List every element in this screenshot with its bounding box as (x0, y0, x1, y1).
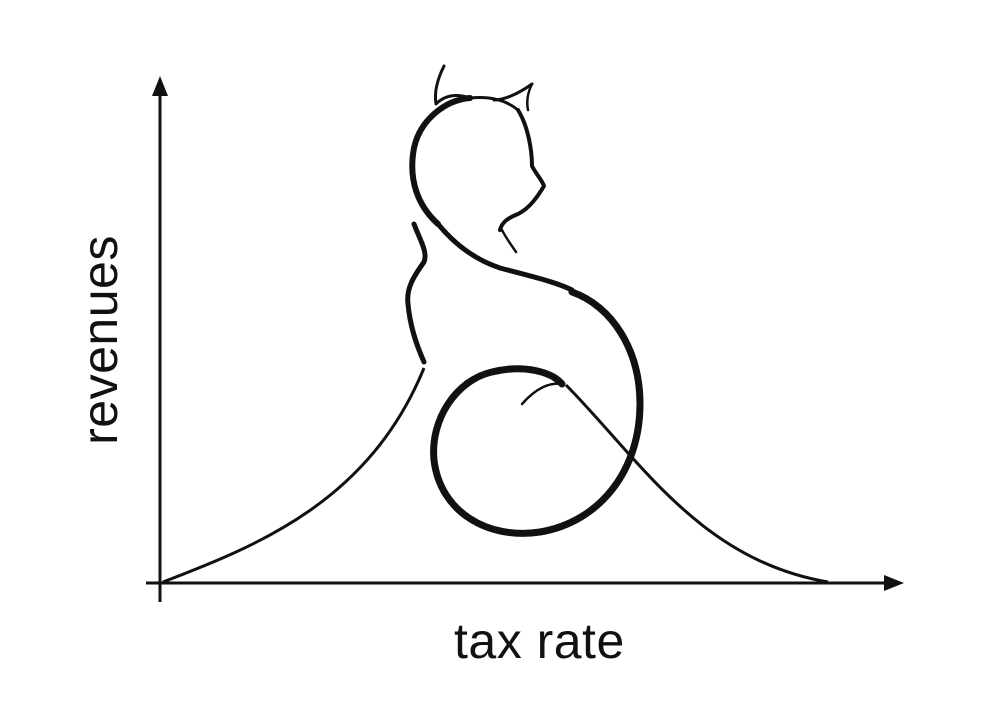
cat-back (435, 221, 575, 293)
cat-head-outline (409, 95, 473, 227)
cat-body-outer (430, 288, 644, 537)
curve-right-branch (564, 383, 829, 584)
cat-silhouette (405, 64, 644, 537)
y-axis (152, 76, 168, 602)
x-axis (146, 575, 904, 591)
cat-tail-tip (520, 382, 564, 406)
cat-face-profile (498, 108, 546, 232)
cat-right-ear-tip (525, 82, 534, 112)
cat-left-ear (433, 64, 472, 106)
cat-chin (500, 228, 518, 254)
y-axis-arrowhead (152, 76, 168, 96)
y-axis-label: revenues (72, 235, 128, 445)
cat-right-ear (492, 82, 534, 102)
curve-left-branch (162, 367, 426, 584)
cat-chest (405, 221, 428, 365)
x-axis-label: tax rate (454, 613, 625, 669)
cat-head-top (468, 96, 520, 112)
x-axis-arrowhead (884, 575, 904, 591)
